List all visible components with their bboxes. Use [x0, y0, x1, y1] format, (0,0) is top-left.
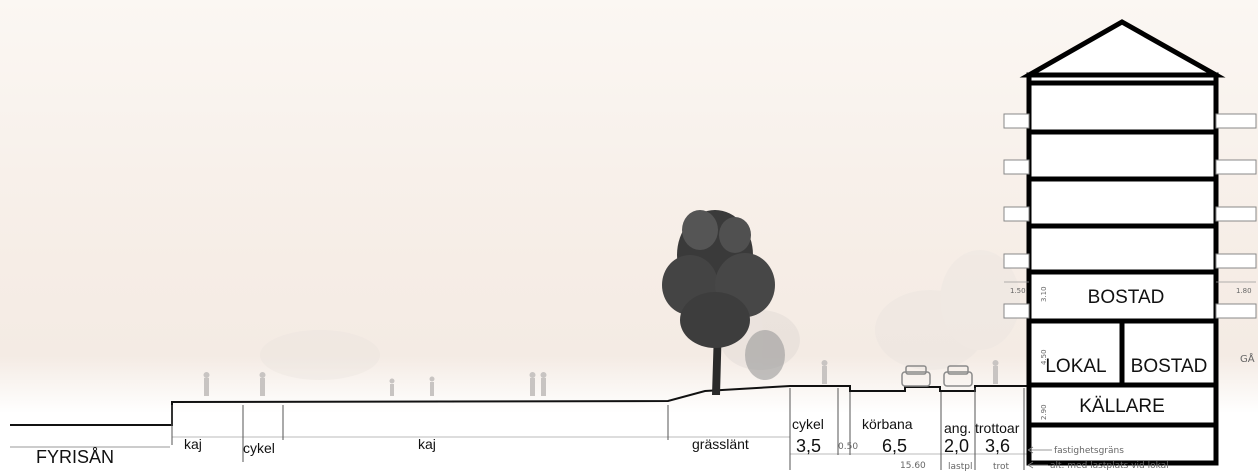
dim-separator: 0.50 — [838, 442, 858, 452]
dim-ang: 2,0 — [944, 436, 969, 456]
note-alt-loading: alt. med lastplats vid lokal — [1050, 461, 1169, 471]
dim-trottoar: 3,6 — [985, 436, 1010, 456]
building-roof — [1019, 19, 1226, 78]
building-section: 1.50 1.80 3.10 4.50 2.90 BOSTAD LOKAL BO… — [1003, 19, 1257, 466]
room-label-bostad-bottom: BOSTAD — [1131, 356, 1208, 377]
room-label-kallare: KÄLLARE — [1079, 396, 1165, 417]
basement-height-dim: 2.90 — [1040, 404, 1048, 420]
zone-label-kaj-main: kaj — [418, 436, 436, 452]
background-haze — [260, 250, 1020, 380]
note-property-line: fastighetsgräns — [1054, 446, 1124, 456]
zone-label-korbana: körbana — [862, 416, 913, 432]
balcony-right-dim: 1.80 — [1236, 287, 1252, 295]
dim-cykel: 3,5 — [796, 436, 821, 456]
dim-korbana: 6,5 — [882, 436, 907, 456]
people-figures — [203, 360, 999, 396]
zone-dividers — [171, 388, 1025, 470]
balcony-left-dim: 1.50 — [1010, 287, 1026, 295]
balconies-right — [1215, 113, 1257, 319]
dim-lastpl: lastpl — [948, 462, 972, 472]
zone-label-trottoar: trottoar — [975, 420, 1020, 436]
room-label-bostad-top: BOSTAD — [1088, 287, 1165, 308]
tree-illustration — [662, 210, 785, 395]
ground-profile — [10, 385, 1030, 426]
car-icons — [901, 365, 973, 387]
cut-label: GÅ — [1240, 352, 1255, 365]
zone-label-cykel-left: cykel — [243, 440, 275, 456]
zone-label-ang: ang. — [944, 420, 971, 436]
dim-total: 15.60 — [900, 461, 926, 471]
floor-height-dim: 3.10 — [1040, 286, 1048, 302]
room-label-lokal: LOKAL — [1045, 356, 1106, 377]
note-arrows — [1027, 446, 1052, 469]
balconies-left — [1003, 113, 1030, 319]
zone-label-cykel-right: cykel — [792, 416, 824, 432]
zone-label-kaj-left: kaj — [184, 436, 202, 452]
floor-slabs — [1029, 80, 1216, 428]
water-label: FYRISÅN — [36, 447, 114, 467]
ground-floor-height-dim: 4.50 — [1040, 349, 1048, 365]
dim-trot: trot — [993, 462, 1010, 472]
zone-label-grasslant: grässlänt — [692, 436, 749, 452]
building-body — [1026, 72, 1219, 466]
